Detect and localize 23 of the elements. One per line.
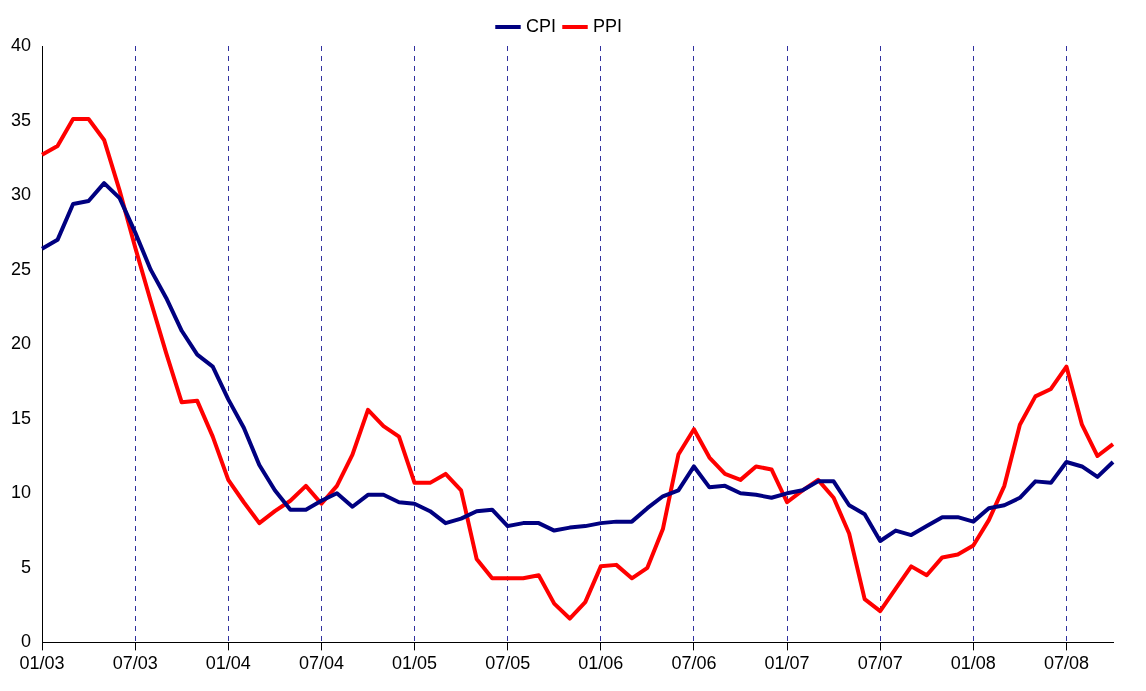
x-tick-label: 07/07	[857, 653, 903, 674]
x-tick-label: 01/07	[764, 653, 810, 674]
x-tick-label: 07/06	[671, 653, 717, 674]
x-tick-label: 01/04	[205, 653, 251, 674]
x-tick-label: 07/08	[1043, 653, 1089, 674]
legend-label: PPI	[593, 15, 623, 36]
x-tick-label: 07/04	[298, 653, 344, 674]
y-tick-label: 5	[21, 556, 32, 577]
y-tick-label: 25	[10, 258, 32, 279]
y-tick-label: 0	[21, 631, 32, 652]
y-tick-label: 30	[10, 184, 32, 205]
x-tick-label: 01/03	[19, 653, 65, 674]
y-tick-label: 10	[10, 482, 32, 503]
y-tick-label: 15	[10, 407, 32, 428]
y-tick-label: 20	[10, 333, 32, 354]
x-tick-label: 07/05	[485, 653, 531, 674]
x-tick-label: 01/08	[950, 653, 996, 674]
x-tick-label: 01/06	[578, 653, 624, 674]
y-tick-label: 35	[10, 109, 32, 130]
y-tick-label: 40	[10, 34, 32, 55]
x-tick-label: 01/05	[392, 653, 438, 674]
legend-label: CPI	[525, 15, 557, 36]
x-tick-label: 07/03	[112, 653, 158, 674]
